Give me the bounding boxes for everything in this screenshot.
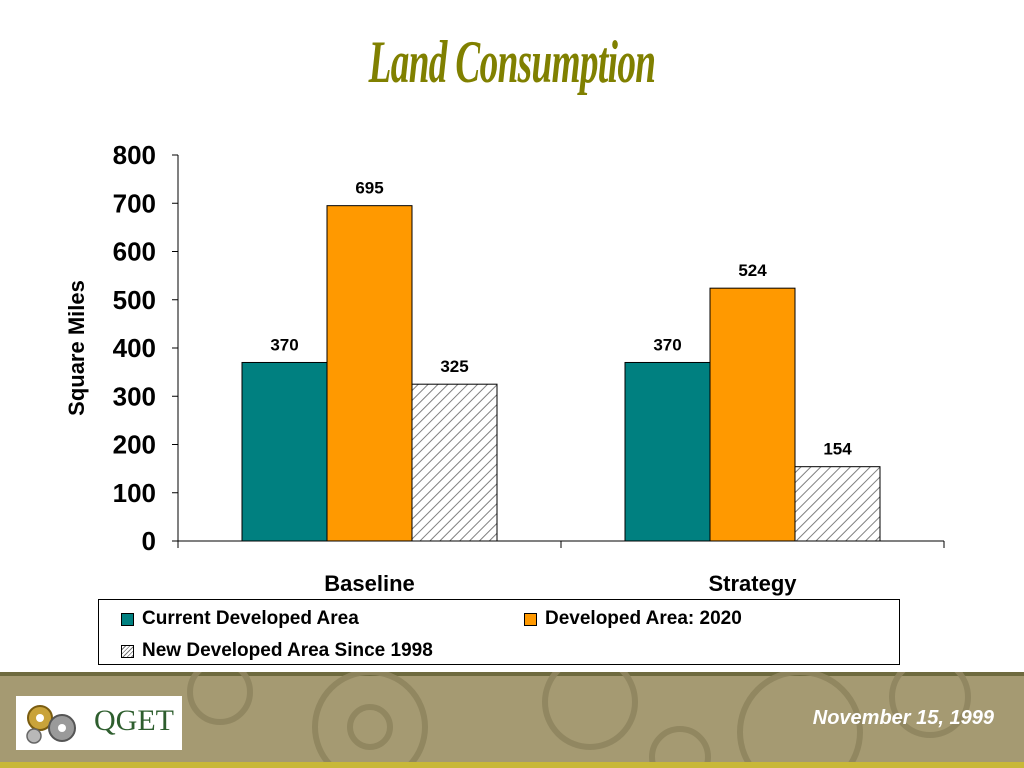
y-axis-title: Square Miles xyxy=(64,280,89,416)
y-tick-label: 600 xyxy=(113,237,156,267)
slide-title: Land Consumption xyxy=(368,29,656,95)
footer-top-band xyxy=(0,672,1024,676)
legend-label: New Developed Area Since 1998 xyxy=(142,640,433,661)
chart-axes: 0 100 200 300 400 500 600 700 800 Square Miles Bas… xyxy=(64,140,945,596)
logo: QGET xyxy=(16,696,182,750)
y-tick-label: 500 xyxy=(113,285,156,315)
y-tick-label: 300 xyxy=(113,381,156,411)
bar xyxy=(794,466,881,542)
bar xyxy=(709,287,796,542)
legend-swatch-teal xyxy=(121,612,134,626)
y-tick-label: 0 xyxy=(142,526,156,556)
footer-date: November 15, 1999 xyxy=(812,707,994,729)
data-label: 695 xyxy=(355,179,383,198)
chart-data-labels: 370 695 325 370 524 154 xyxy=(270,179,852,459)
bar xyxy=(624,361,711,542)
gears-icon xyxy=(26,705,76,744)
logo-text: QGET xyxy=(94,704,174,737)
legend-item-new: New Developed Area Since 1998 xyxy=(121,640,433,662)
x-category-label: Baseline xyxy=(324,571,415,596)
data-label: 154 xyxy=(823,440,852,459)
x-category-label: Strategy xyxy=(708,571,797,596)
legend-label: Developed Area: 2020 xyxy=(545,608,742,629)
data-label: 370 xyxy=(653,335,681,354)
gear-pattern-background xyxy=(187,672,971,768)
legend-swatch-orange xyxy=(524,612,537,626)
y-tick-label: 400 xyxy=(113,333,156,363)
chart-legend: Current Developed Area Developed Area: 2… xyxy=(98,599,900,665)
y-tick-label: 800 xyxy=(113,140,156,170)
legend-label: Current Developed Area xyxy=(142,608,359,629)
data-label: 524 xyxy=(738,261,767,280)
legend-item-current: Current Developed Area xyxy=(121,608,359,630)
footer-bottom-stripe xyxy=(0,762,1024,768)
y-tick-label: 200 xyxy=(113,430,156,460)
footer-banner: QGET November 15, 1999 xyxy=(0,672,1024,768)
data-label: 370 xyxy=(270,335,298,354)
legend-item-2020: Developed Area: 2020 xyxy=(524,608,742,630)
data-label: 325 xyxy=(440,357,468,376)
y-tick-label: 100 xyxy=(113,478,156,508)
legend-swatch-hatch xyxy=(121,644,134,658)
bar xyxy=(411,383,498,542)
bar xyxy=(241,361,328,542)
y-tick-label: 700 xyxy=(113,188,156,218)
bar-chart: 0 100 200 300 400 500 600 700 800 Square Miles Bas… xyxy=(64,140,945,596)
chart-bars xyxy=(241,205,881,542)
bar xyxy=(326,205,413,542)
